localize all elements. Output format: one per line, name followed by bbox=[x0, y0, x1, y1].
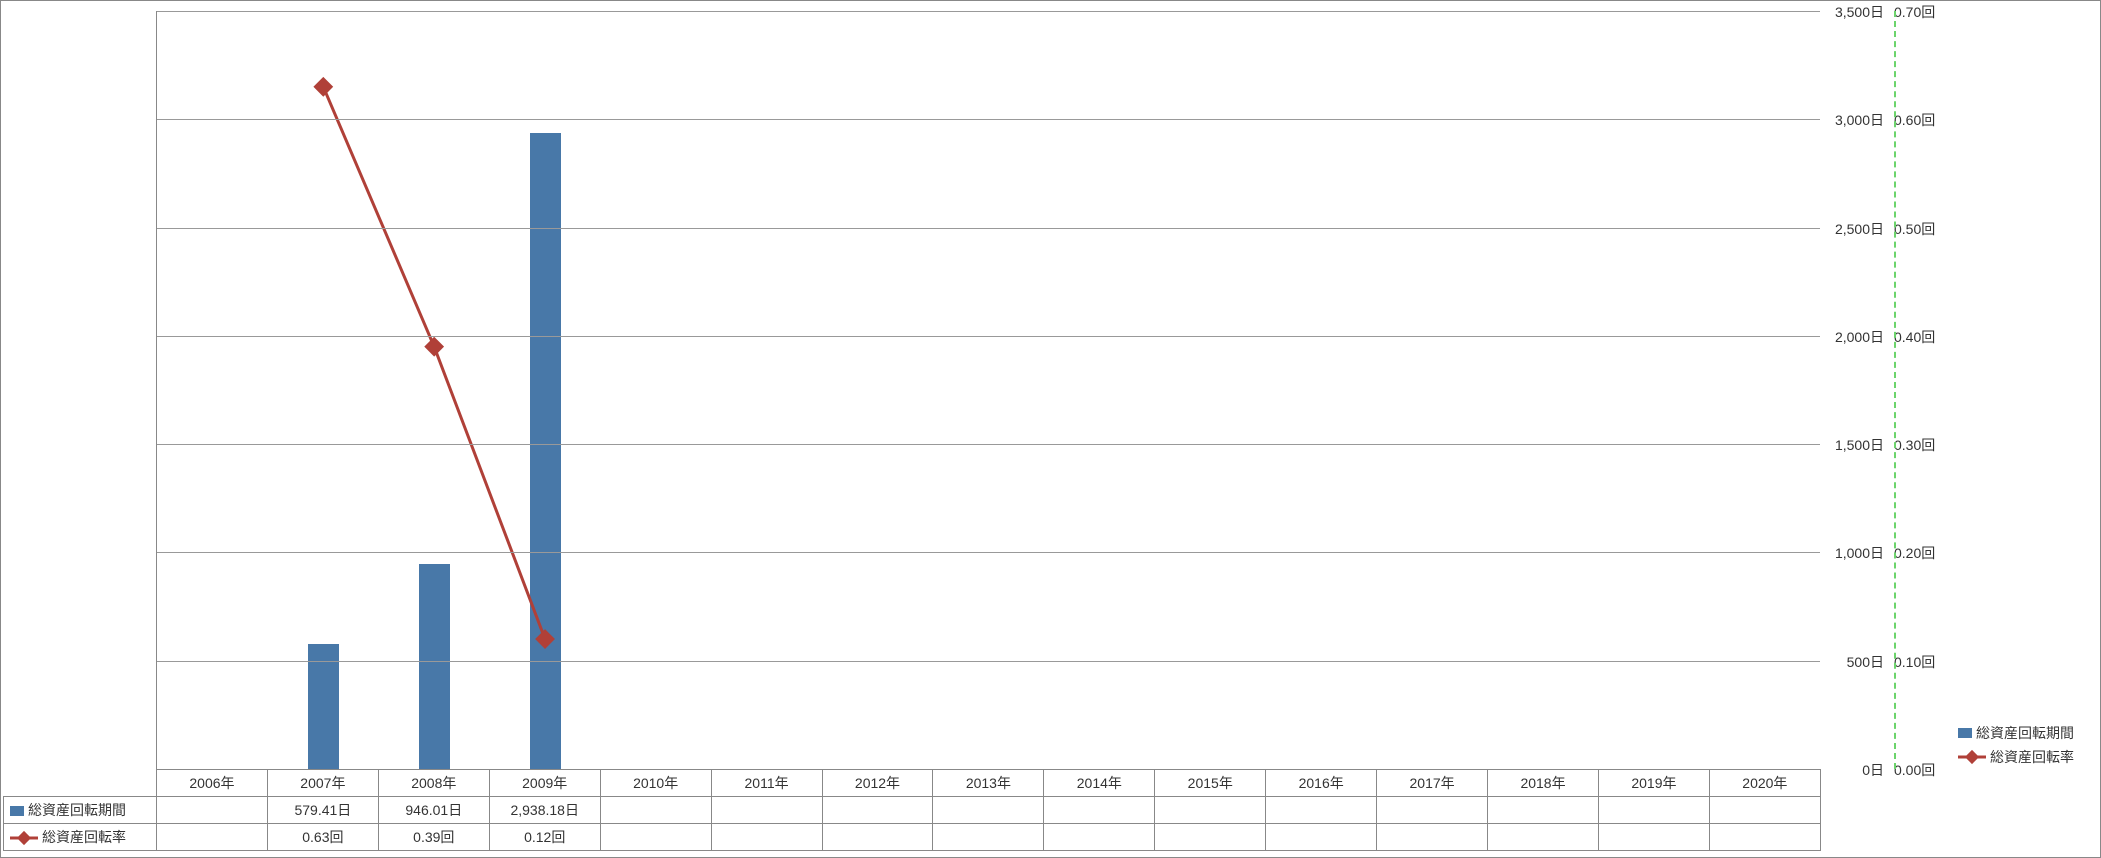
line-layer bbox=[157, 11, 1820, 769]
cell-line-value bbox=[1598, 824, 1709, 851]
x-axis-year-cell: 2013年 bbox=[933, 770, 1044, 797]
cell-line-value bbox=[1266, 824, 1377, 851]
line-series bbox=[323, 87, 545, 639]
legend-line-label: 総資産回転率 bbox=[1990, 747, 2074, 767]
cell-line-value bbox=[1377, 824, 1488, 851]
x-axis-year-cell: 2006年 bbox=[157, 770, 268, 797]
cell-line-value bbox=[711, 824, 822, 851]
vertical-dash-line bbox=[1894, 11, 1896, 769]
legend-bar-label: 総資産回転期間 bbox=[1976, 723, 2074, 743]
gridline bbox=[157, 444, 1820, 445]
x-axis-header-blank bbox=[4, 770, 157, 797]
line-marker bbox=[535, 629, 555, 649]
gridline bbox=[157, 552, 1820, 553]
plot-area bbox=[156, 11, 1820, 769]
cell-bar-value bbox=[157, 797, 268, 824]
y-right-tick-label: 0.40回 bbox=[1894, 327, 1935, 347]
cell-line-value bbox=[1155, 824, 1266, 851]
legend-line-icon bbox=[10, 831, 38, 845]
data-table: 2006年2007年2008年2009年2010年2011年2012年2013年… bbox=[3, 769, 1821, 851]
cell-line-value: 0.63回 bbox=[267, 824, 378, 851]
y-left-tick-label: 3,000日 bbox=[1824, 110, 1884, 130]
y-right-tick-label: 0.20回 bbox=[1894, 543, 1935, 563]
cell-line-value bbox=[600, 824, 711, 851]
x-axis-year-cell: 2019年 bbox=[1598, 770, 1709, 797]
cell-bar-value: 579.41日 bbox=[267, 797, 378, 824]
cell-bar-value bbox=[1377, 797, 1488, 824]
legend-bar-icon bbox=[10, 806, 24, 816]
y-left-tick-label: 500日 bbox=[1824, 652, 1884, 672]
cell-bar-value: 946.01日 bbox=[378, 797, 489, 824]
y-right-tick-label: 0.50回 bbox=[1894, 219, 1935, 239]
x-axis-year-cell: 2011年 bbox=[711, 770, 822, 797]
y-axis-left: 0日500日1,000日1,500日2,000日2,500日3,000日3,50… bbox=[1820, 11, 1890, 769]
y-right-tick-label: 0.00回 bbox=[1894, 760, 1935, 780]
row-header-line: 総資産回転率 bbox=[4, 824, 157, 851]
cell-bar-value bbox=[1044, 797, 1155, 824]
x-axis-year-cell: 2014年 bbox=[1044, 770, 1155, 797]
x-axis-year-cell: 2016年 bbox=[1266, 770, 1377, 797]
y-left-tick-label: 1,000日 bbox=[1824, 543, 1884, 563]
legend: 総資産回転期間 総資産回転率 bbox=[1958, 719, 2074, 771]
x-axis-year-cell: 2012年 bbox=[822, 770, 933, 797]
x-axis-year-cell: 2007年 bbox=[267, 770, 378, 797]
cell-line-value bbox=[1709, 824, 1820, 851]
y-right-tick-label: 0.10回 bbox=[1894, 652, 1935, 672]
cell-bar-value bbox=[1598, 797, 1709, 824]
x-axis-year-cell: 2009年 bbox=[489, 770, 600, 797]
cell-bar-value bbox=[1488, 797, 1599, 824]
cell-bar-value bbox=[1709, 797, 1820, 824]
cell-line-value bbox=[933, 824, 1044, 851]
y-left-tick-label: 0日 bbox=[1824, 760, 1884, 780]
cell-line-value bbox=[157, 824, 268, 851]
x-axis-year-cell: 2010年 bbox=[600, 770, 711, 797]
cell-bar-value bbox=[933, 797, 1044, 824]
legend-bar-icon bbox=[1958, 728, 1972, 738]
gridline bbox=[157, 119, 1820, 120]
chart-container: 0日 500日 1,000日 1,500日 2,000日 2,500日 3,000日 3,50… bbox=[0, 0, 2101, 858]
gridline bbox=[157, 228, 1820, 229]
x-axis-year-cell: 2008年 bbox=[378, 770, 489, 797]
y-left-tick-label: 3,500日 bbox=[1824, 2, 1884, 22]
cell-bar-value bbox=[1155, 797, 1266, 824]
cell-bar-value: 2,938.18日 bbox=[489, 797, 600, 824]
gridline bbox=[157, 11, 1820, 12]
line-marker bbox=[424, 337, 444, 357]
cell-line-value: 0.39回 bbox=[378, 824, 489, 851]
line-marker bbox=[313, 77, 333, 97]
x-axis-year-cell: 2015年 bbox=[1155, 770, 1266, 797]
cell-line-value bbox=[1488, 824, 1599, 851]
y-axis-right: 0.00回0.10回0.20回0.30回0.40回0.50回0.60回0.70回 bbox=[1890, 11, 1952, 769]
cell-line-value bbox=[822, 824, 933, 851]
x-axis-year-cell: 2020年 bbox=[1709, 770, 1820, 797]
y-left-tick-label: 1,500日 bbox=[1824, 435, 1884, 455]
cell-bar-value bbox=[822, 797, 933, 824]
y-left-tick-label: 2,500日 bbox=[1824, 219, 1884, 239]
gridline bbox=[157, 336, 1820, 337]
y-left-tick-label: 2,000日 bbox=[1824, 327, 1884, 347]
x-axis-year-cell: 2018年 bbox=[1488, 770, 1599, 797]
legend-item-line: 総資産回転率 bbox=[1958, 747, 2074, 767]
legend-item-bar: 総資産回転期間 bbox=[1958, 723, 2074, 743]
y-right-tick-label: 0.60回 bbox=[1894, 110, 1935, 130]
x-axis-year-cell: 2017年 bbox=[1377, 770, 1488, 797]
legend-line-icon bbox=[1958, 750, 1986, 764]
y-right-tick-label: 0.70回 bbox=[1894, 2, 1935, 22]
row-header-bar: 総資産回転期間 bbox=[4, 797, 157, 824]
gridline bbox=[157, 661, 1820, 662]
cell-line-value: 0.12回 bbox=[489, 824, 600, 851]
cell-bar-value bbox=[1266, 797, 1377, 824]
y-right-tick-label: 0.30回 bbox=[1894, 435, 1935, 455]
cell-bar-value bbox=[600, 797, 711, 824]
cell-line-value bbox=[1044, 824, 1155, 851]
cell-bar-value bbox=[711, 797, 822, 824]
